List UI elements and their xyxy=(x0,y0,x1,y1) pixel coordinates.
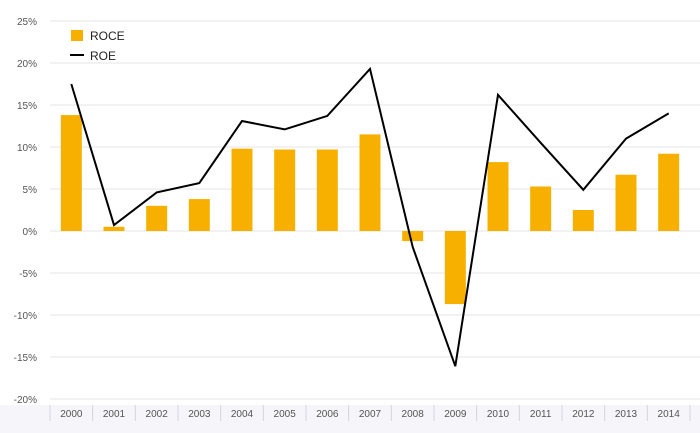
legend-label-roe: ROE xyxy=(90,49,116,63)
y-tick-label: 5% xyxy=(23,185,38,196)
y-axis-ticks: 25% 20% 15% 10% 5% 0% -5% -10% -15% -20% xyxy=(14,17,37,406)
x-tick-label: 2011 xyxy=(530,409,552,420)
x-tick-label: 2003 xyxy=(188,409,211,420)
roce-bar xyxy=(402,231,424,242)
x-tick-label: 2004 xyxy=(231,409,254,420)
roce-bar xyxy=(316,149,338,231)
x-axis-band xyxy=(0,405,700,433)
x-tick-label: 2007 xyxy=(359,409,382,420)
roce-bar xyxy=(146,205,168,231)
roce-bar xyxy=(658,153,680,231)
roce-bar xyxy=(103,226,125,231)
roce-bar xyxy=(487,162,509,231)
roce-bars xyxy=(60,115,680,305)
x-tick-label: 2008 xyxy=(402,409,425,420)
x-tick-label: 2009 xyxy=(444,409,467,420)
roce-bar xyxy=(231,148,253,231)
x-tick-label: 2006 xyxy=(316,409,339,420)
y-tick-label: 10% xyxy=(17,143,37,154)
x-axis-ticks: 2000 2001 2002 2003 2004 2005 2006 2007 2008 2009… xyxy=(49,405,691,421)
y-tick-label: -15% xyxy=(14,353,37,364)
roce-bar xyxy=(530,186,552,231)
x-tick-label: 2010 xyxy=(487,409,510,420)
y-tick-label: -10% xyxy=(14,311,37,322)
y-tick-label: -20% xyxy=(14,395,37,406)
x-tick-label: 2001 xyxy=(103,409,126,420)
y-tick-label: -5% xyxy=(19,269,37,280)
legend: ROCE ROE xyxy=(70,29,125,63)
roce-bar xyxy=(444,231,466,305)
y-tick-label: 25% xyxy=(17,17,37,28)
x-tick-label: 2012 xyxy=(572,409,595,420)
x-tick-label: 2000 xyxy=(60,409,83,420)
roce-bar xyxy=(188,199,210,231)
x-tick-label: 2005 xyxy=(274,409,297,420)
x-tick-label: 2014 xyxy=(658,409,681,420)
roce-bar xyxy=(359,134,381,231)
roce-bar xyxy=(274,149,296,231)
roe-line-group xyxy=(70,66,670,367)
roce-bar xyxy=(60,115,82,231)
x-tick-label: 2002 xyxy=(146,409,169,420)
roce-bar xyxy=(615,174,637,231)
y-tick-label: 0% xyxy=(23,227,38,238)
roe-line xyxy=(70,66,670,367)
y-tick-label: 20% xyxy=(17,59,37,70)
legend-label-roce: ROCE xyxy=(90,29,125,43)
legend-swatch-roce xyxy=(71,30,83,41)
roce-bar xyxy=(572,210,594,231)
x-tick-label: 2013 xyxy=(615,409,638,420)
y-tick-label: 15% xyxy=(17,101,37,112)
